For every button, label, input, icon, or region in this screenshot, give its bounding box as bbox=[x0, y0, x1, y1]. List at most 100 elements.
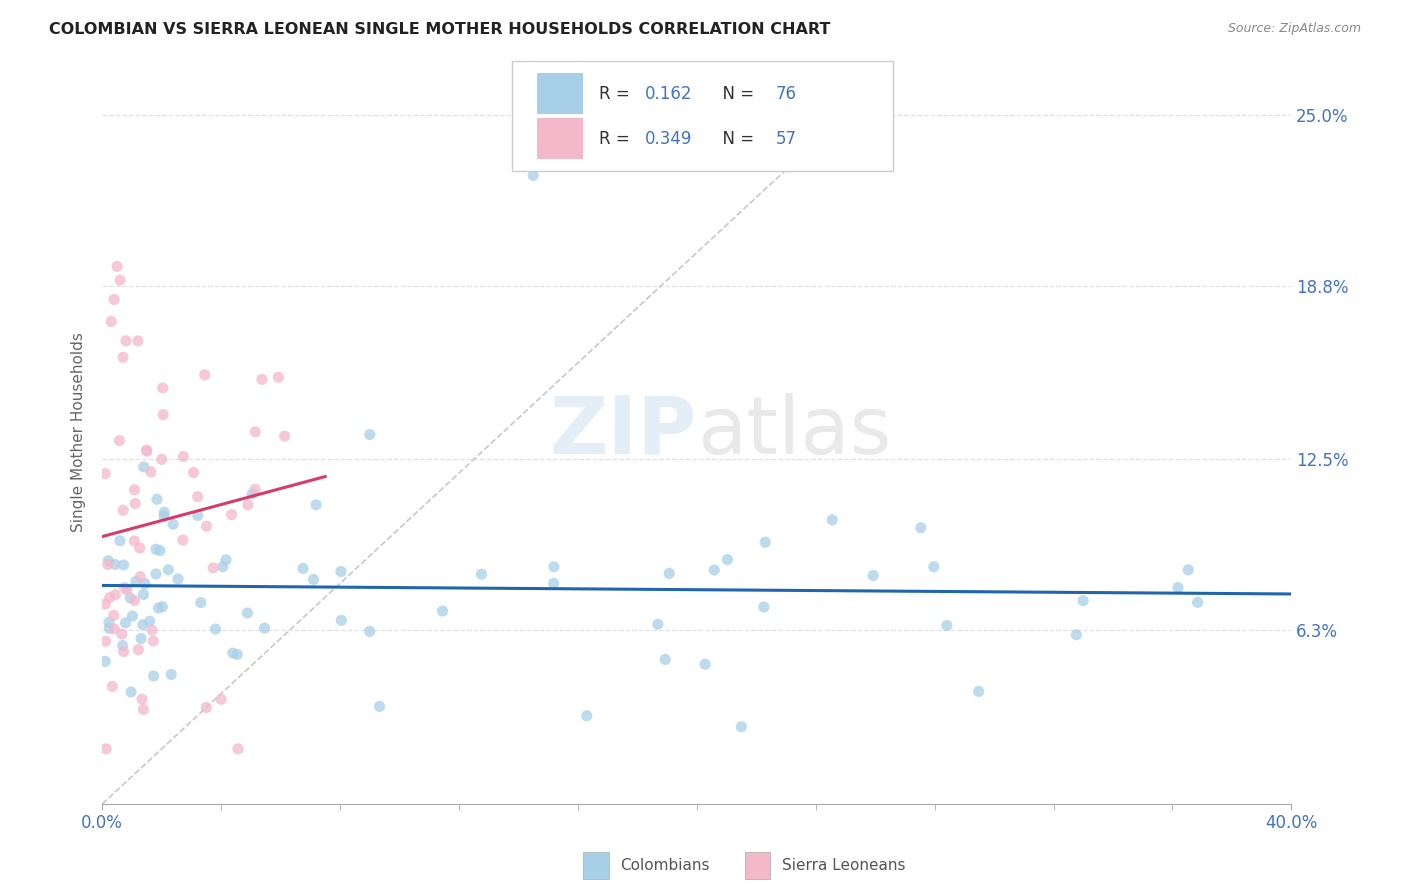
Point bbox=[142, 669, 165, 683]
Text: atlas: atlas bbox=[697, 392, 891, 471]
Point bbox=[693, 657, 716, 672]
Point bbox=[112, 503, 135, 517]
Point bbox=[142, 634, 165, 648]
Point bbox=[1066, 628, 1088, 642]
Point bbox=[543, 576, 565, 591]
Point bbox=[146, 492, 169, 507]
Point bbox=[103, 608, 125, 623]
Point bbox=[124, 496, 146, 510]
Point bbox=[145, 566, 167, 581]
Point bbox=[204, 622, 226, 636]
Point bbox=[910, 521, 932, 535]
Point bbox=[152, 381, 174, 395]
Point bbox=[160, 667, 183, 681]
Point bbox=[240, 487, 263, 501]
Point bbox=[115, 582, 138, 597]
Point bbox=[120, 591, 142, 605]
Point bbox=[129, 632, 152, 646]
Point bbox=[253, 621, 276, 635]
Point bbox=[215, 553, 238, 567]
Point bbox=[172, 450, 194, 464]
Point bbox=[98, 622, 121, 636]
Point bbox=[183, 466, 205, 480]
Point bbox=[132, 702, 155, 716]
Point bbox=[148, 601, 170, 615]
Point bbox=[153, 508, 176, 523]
Point bbox=[157, 563, 180, 577]
Text: Source: ZipAtlas.com: Source: ZipAtlas.com bbox=[1227, 22, 1361, 36]
Point bbox=[195, 700, 218, 714]
Point bbox=[236, 498, 259, 512]
Point bbox=[935, 618, 957, 632]
Point bbox=[243, 483, 266, 497]
Point bbox=[236, 606, 259, 620]
Point bbox=[111, 351, 134, 365]
Point bbox=[125, 574, 148, 589]
Point bbox=[647, 617, 669, 632]
Point bbox=[330, 613, 353, 627]
Point bbox=[135, 444, 157, 458]
Point bbox=[1071, 593, 1094, 607]
Point bbox=[470, 567, 492, 582]
Point bbox=[141, 623, 163, 637]
Point bbox=[359, 624, 381, 639]
Point bbox=[194, 368, 217, 382]
Bar bbox=[537, 119, 582, 160]
Point bbox=[703, 563, 725, 577]
Point bbox=[167, 572, 190, 586]
Point bbox=[226, 648, 249, 662]
Text: N =: N = bbox=[713, 129, 759, 148]
Text: R =: R = bbox=[599, 85, 636, 103]
Text: N =: N = bbox=[713, 85, 759, 103]
Point bbox=[134, 576, 156, 591]
Point bbox=[730, 720, 752, 734]
Point bbox=[302, 573, 325, 587]
Point bbox=[150, 452, 173, 467]
Point bbox=[1187, 595, 1209, 609]
Point bbox=[132, 587, 155, 601]
Point bbox=[305, 498, 328, 512]
Point bbox=[120, 685, 142, 699]
Text: ZIP: ZIP bbox=[550, 392, 697, 471]
Point bbox=[115, 334, 138, 348]
Point bbox=[101, 679, 124, 693]
Point bbox=[105, 260, 128, 274]
Text: R =: R = bbox=[599, 129, 636, 148]
Point bbox=[522, 169, 544, 183]
Point bbox=[96, 742, 118, 756]
Point bbox=[922, 559, 945, 574]
Point bbox=[187, 508, 209, 523]
Point bbox=[131, 692, 153, 706]
Point bbox=[94, 597, 117, 611]
Bar bbox=[537, 73, 582, 114]
Point bbox=[821, 513, 844, 527]
Point bbox=[190, 596, 212, 610]
Point bbox=[124, 593, 146, 607]
Point bbox=[108, 273, 131, 287]
Text: 0.162: 0.162 bbox=[644, 85, 692, 103]
Point bbox=[94, 467, 117, 481]
Point bbox=[575, 708, 598, 723]
Point bbox=[112, 581, 135, 595]
Point bbox=[153, 505, 176, 519]
Y-axis label: Single Mother Households: Single Mother Households bbox=[72, 332, 86, 532]
Point bbox=[127, 642, 149, 657]
Point bbox=[108, 434, 131, 448]
Point bbox=[103, 622, 125, 636]
Point bbox=[267, 370, 290, 384]
Point bbox=[226, 742, 249, 756]
Point bbox=[124, 533, 146, 548]
Point bbox=[100, 314, 122, 328]
Point bbox=[129, 570, 152, 584]
Point bbox=[152, 408, 174, 422]
Point bbox=[152, 599, 174, 614]
Point bbox=[1167, 581, 1189, 595]
Point bbox=[209, 692, 232, 706]
Text: COLOMBIAN VS SIERRA LEONEAN SINGLE MOTHER HOUSEHOLDS CORRELATION CHART: COLOMBIAN VS SIERRA LEONEAN SINGLE MOTHE… bbox=[49, 22, 831, 37]
Point bbox=[114, 615, 136, 630]
Text: 57: 57 bbox=[775, 129, 796, 148]
Point bbox=[132, 459, 155, 474]
Point bbox=[139, 465, 162, 479]
Text: 0.349: 0.349 bbox=[644, 129, 692, 148]
Point bbox=[97, 615, 120, 630]
